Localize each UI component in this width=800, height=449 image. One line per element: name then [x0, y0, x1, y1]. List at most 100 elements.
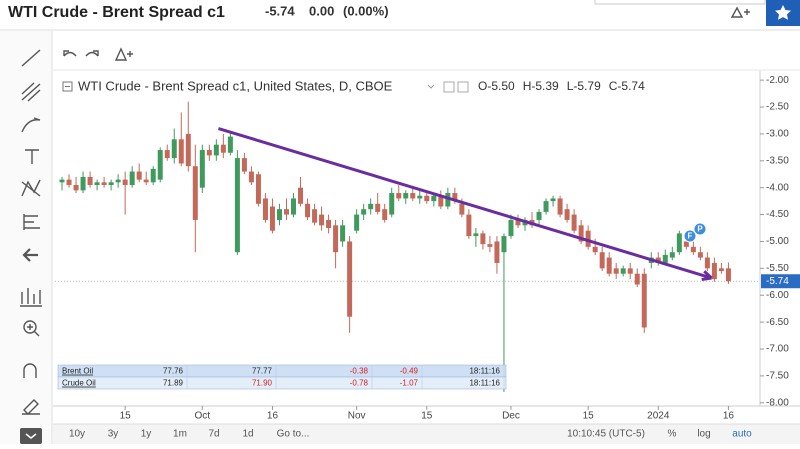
ohlc-value: L-5.79 — [567, 79, 601, 93]
candle-body — [620, 268, 626, 274]
candle-body — [59, 179, 65, 183]
candle-body — [487, 244, 493, 247]
range-button[interactable]: 1y — [141, 429, 152, 440]
candle-body — [262, 198, 268, 220]
star-icon — [775, 5, 791, 20]
candle-body — [241, 158, 247, 172]
candle-body — [375, 203, 381, 212]
bottom-bar — [53, 424, 800, 444]
candle-body — [108, 182, 114, 185]
symbol-title: WTI Crude - Brent Spread c1 — [8, 4, 225, 21]
brush-tool[interactable] — [21, 117, 41, 133]
candle-body — [641, 273, 647, 328]
y-tick-label: -5.00 — [766, 236, 789, 247]
range-button[interactable]: 3y — [108, 429, 119, 440]
candle-body — [129, 171, 135, 185]
pattern-tool[interactable] — [21, 179, 41, 197]
hide-icon[interactable] — [457, 81, 469, 93]
candle-body — [319, 214, 325, 226]
range-button[interactable]: Go to... — [277, 429, 310, 440]
x-tick-label: 2024 — [647, 411, 670, 422]
quote-cell: 71.89 — [163, 379, 184, 388]
candle-body — [676, 233, 682, 253]
y-tick-label: -7.50 — [766, 371, 789, 382]
y-tick-label: -2.50 — [766, 102, 789, 113]
candle-body — [585, 230, 591, 247]
candle-body — [669, 252, 675, 258]
candle-body — [634, 273, 640, 285]
candle-body — [255, 174, 261, 204]
candle-body — [515, 219, 521, 226]
candle-body — [101, 182, 107, 185]
range-button[interactable]: 7d — [208, 429, 219, 440]
quote-cell: -0.49 — [400, 367, 419, 376]
candle-body — [150, 168, 156, 183]
line-tool[interactable] — [21, 49, 41, 67]
text-tool[interactable] — [25, 149, 39, 164]
candle-body — [326, 219, 332, 229]
candle-body — [592, 246, 598, 253]
channel-tool[interactable] — [21, 82, 41, 102]
candle-body — [711, 262, 717, 280]
undo-button[interactable] — [63, 50, 77, 57]
indicators-button[interactable] — [20, 288, 42, 307]
candle-body — [501, 236, 507, 253]
candle-body — [389, 193, 395, 215]
event-marker[interactable] — [693, 222, 707, 236]
price-axis — [760, 71, 800, 406]
collapse-legend[interactable] — [62, 81, 73, 92]
candle-body — [269, 206, 275, 231]
candle-body — [368, 203, 374, 210]
candle-body — [599, 252, 605, 269]
candle-body — [164, 150, 170, 159]
candle-body — [431, 195, 437, 202]
quote-cell: 77.76 — [163, 367, 184, 376]
more-button[interactable] — [20, 428, 42, 444]
legend-dropdown[interactable] — [427, 84, 435, 89]
y-tick-label: -5.50 — [766, 263, 789, 274]
clock: 10:10:45 (UTC-5) — [567, 429, 645, 440]
alert-button[interactable] — [730, 6, 750, 18]
zoom-button[interactable] — [23, 320, 37, 334]
candle-body — [571, 214, 577, 231]
quote-name[interactable]: Brent Oil — [62, 367, 93, 376]
candle-body — [136, 171, 142, 180]
x-tick-label: 16 — [723, 411, 735, 422]
range-button[interactable]: 1m — [173, 429, 187, 440]
y-tick-label: -6.50 — [766, 317, 789, 328]
x-tick-label: 16 — [267, 411, 279, 422]
candle-body — [178, 139, 184, 164]
y-tick-label: -3.00 — [766, 129, 789, 140]
collapse-button[interactable] — [22, 248, 38, 262]
trendline[interactable] — [218, 127, 713, 280]
candle-body — [606, 257, 612, 274]
chevron-icon — [25, 433, 37, 439]
ohlc-value: H-5.39 — [523, 79, 559, 93]
magnet-button[interactable] — [23, 363, 37, 378]
event-marker[interactable] — [683, 229, 697, 243]
candle-body — [291, 198, 297, 215]
candle-body — [438, 195, 444, 207]
y-tick-label: -4.50 — [766, 209, 789, 220]
quote-name[interactable]: Crude Oil — [62, 379, 96, 388]
candle-body — [550, 198, 556, 202]
range-bar: 10y 3y 1y 1m 7d 1d Go to... 10:10:45 (UTC-5)% lo… — [69, 429, 752, 440]
range-button[interactable]: 10y — [69, 429, 85, 440]
range-button[interactable]: 1d — [242, 429, 253, 440]
fib-tool[interactable] — [23, 214, 40, 230]
candle-body — [613, 268, 619, 274]
change-pct: (0.00%) — [343, 3, 389, 18]
alert-tool[interactable] — [114, 47, 133, 61]
redo-button[interactable] — [85, 50, 99, 57]
settings-icon[interactable] — [443, 81, 455, 93]
scale-option[interactable]: auto — [732, 429, 752, 440]
scale-option[interactable]: log — [697, 429, 710, 440]
candle-body — [298, 187, 304, 204]
quote-cell: 18:11:16 — [469, 367, 500, 376]
candle-body — [564, 209, 570, 220]
candle-body — [459, 203, 465, 215]
edit-button[interactable] — [22, 399, 40, 415]
quote-cell: 18:11:16 — [469, 379, 500, 388]
scale-option[interactable]: % — [668, 429, 677, 440]
last-price: -5.74 — [265, 3, 295, 18]
